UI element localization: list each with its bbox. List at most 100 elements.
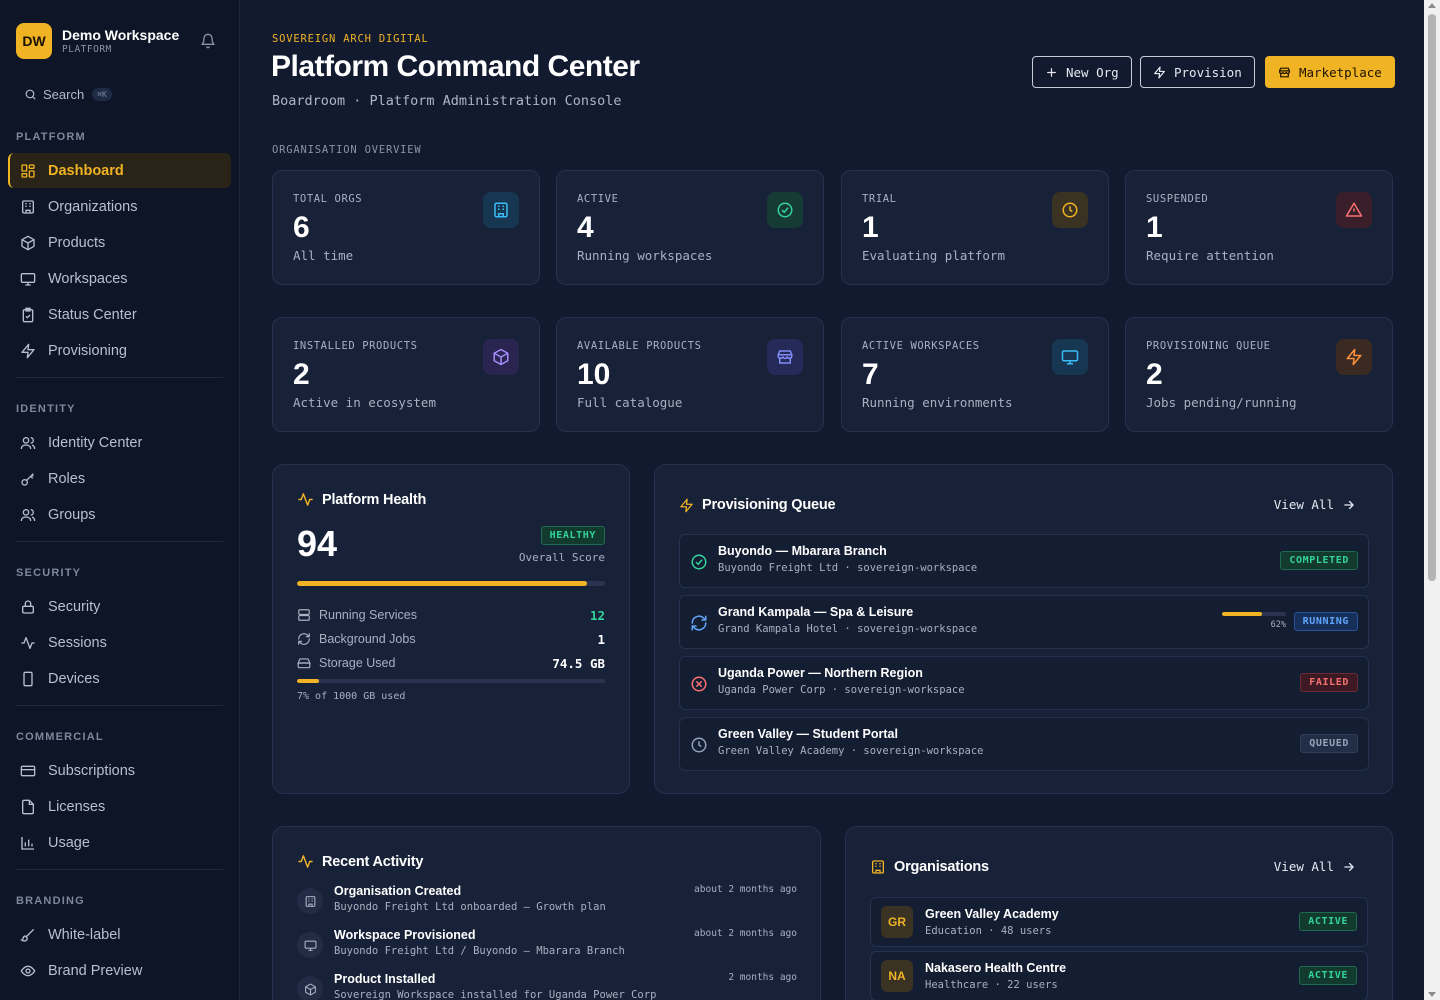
metric-value: 1	[597, 631, 605, 647]
workspace-avatar: DW	[16, 23, 52, 59]
orgs-view-all-link[interactable]: View All	[1274, 859, 1356, 874]
sidebar-divider	[16, 869, 223, 870]
storage-note: 7% of 1000 GB used	[297, 691, 406, 702]
sidebar-item-usage[interactable]: Usage	[8, 825, 231, 860]
queue-item-sub: Buyondo Freight Ltd · sovereign-workspac…	[718, 562, 978, 574]
store-icon	[1279, 67, 1290, 77]
sidebar-item-workspaces[interactable]: Workspaces	[8, 261, 231, 296]
metric-label: Background Jobs	[319, 632, 416, 646]
stat-card-suspended[interactable]: SUSPENDED 1 Require attention	[1125, 170, 1393, 285]
queue-progress-label: 62%	[1270, 620, 1286, 630]
provisioning-queue-panel: Provisioning Queue View All Buyondo — Mb…	[654, 464, 1393, 794]
activity-item[interactable]: Product Installed Sovereign Workspace in…	[297, 972, 797, 1000]
search-button[interactable]: Search ⌘K	[16, 82, 224, 106]
org-row[interactable]: NA Nakasero Health Centre Healthcare · 2…	[870, 951, 1368, 1000]
activity-title: Organisation Created	[334, 884, 462, 898]
sidebar-item-status-center[interactable]: Status Center	[8, 297, 231, 332]
bar-chart-icon	[21, 836, 34, 850]
stat-sub: All time	[293, 248, 354, 263]
org-row[interactable]: GR Green Valley Academy Education · 48 u…	[870, 897, 1368, 947]
storage-fill	[297, 679, 319, 683]
store-icon	[767, 339, 803, 375]
queue-view-all-link[interactable]: View All	[1274, 497, 1356, 512]
queue-item[interactable]: Green Valley — Student Portal Green Vall…	[679, 717, 1369, 771]
smartphone-icon	[23, 671, 33, 686]
panel-title: Recent Activity	[297, 853, 423, 870]
workspace-switcher[interactable]: DW Demo Workspace PLATFORM	[16, 23, 226, 61]
stat-card-provisioning-queue[interactable]: PROVISIONING QUEUE 2 Jobs pending/runnin…	[1125, 317, 1393, 432]
storage-bar	[297, 679, 605, 683]
sidebar-item-label: Devices	[48, 670, 100, 687]
stat-card-total-orgs[interactable]: TOTAL ORGS 6 All time	[272, 170, 540, 285]
queue-item[interactable]: Grand Kampala — Spa & Leisure Grand Kamp…	[679, 595, 1369, 649]
search-icon	[25, 89, 36, 99]
activity-sub: Buyondo Freight Ltd onboarded — Growth p…	[334, 901, 606, 913]
sidebar-item-identity-center[interactable]: Identity Center	[8, 425, 231, 460]
view-all-label: View All	[1273, 497, 1334, 512]
sidebar-item-label: Products	[48, 234, 106, 251]
sidebar-item-sessions[interactable]: Sessions	[8, 625, 231, 660]
scroll-up-arrow-icon[interactable]	[1428, 3, 1436, 8]
panel-title-text: Platform Health	[322, 491, 427, 508]
sidebar-item-organizations[interactable]: Organizations	[8, 189, 231, 224]
stat-card-available-products[interactable]: AVAILABLE PRODUCTS 10 Full catalogue	[556, 317, 824, 432]
sidebar-item-products[interactable]: Products	[8, 225, 231, 260]
new-org-label: New Org	[1066, 64, 1119, 80]
nav-section-commercial: COMMERCIAL	[16, 731, 104, 743]
sidebar-item-roles[interactable]: Roles	[8, 461, 231, 496]
marketplace-button[interactable]: Marketplace	[1265, 56, 1395, 88]
arrow-right-icon	[1344, 500, 1354, 509]
metric-storage-used: Storage Used 74.5 GB	[297, 654, 605, 672]
scroll-thumb[interactable]	[1428, 14, 1436, 581]
monitor-icon	[20, 272, 36, 286]
stat-label: PROVISIONING QUEUE	[1146, 340, 1271, 352]
activity-time: about 2 months ago	[694, 928, 797, 939]
status-badge: QUEUED	[1300, 734, 1358, 753]
page-scrollbar[interactable]	[1424, 0, 1440, 1000]
search-shortcut: ⌘K	[92, 87, 112, 101]
sidebar-item-devices[interactable]: Devices	[8, 661, 231, 696]
search-label: Search	[43, 86, 85, 102]
queue-item[interactable]: Buyondo — Mbarara Branch Buyondo Freight…	[679, 534, 1369, 588]
sidebar-item-groups[interactable]: Groups	[8, 497, 231, 532]
activity-sub: Sovereign Workspace installed for Uganda…	[334, 989, 657, 1000]
activity-time: 2 months ago	[728, 972, 797, 983]
sidebar-item-security[interactable]: Security	[8, 589, 231, 624]
stat-card-installed-products[interactable]: INSTALLED PRODUCTS 2 Active in ecosystem	[272, 317, 540, 432]
queue-item-title: Green Valley — Student Portal	[718, 727, 898, 741]
sidebar-item-subscriptions[interactable]: Subscriptions	[8, 753, 231, 788]
metric-label: Running Services	[319, 608, 417, 622]
sidebar-divider	[16, 541, 223, 542]
health-score-fill	[297, 581, 587, 586]
stat-sub: Running workspaces	[577, 248, 713, 263]
queue-item[interactable]: Uganda Power — Northern Region Uganda Po…	[679, 656, 1369, 710]
new-org-button[interactable]: New Org	[1032, 56, 1132, 88]
sidebar: DW Demo Workspace PLATFORM Search ⌘K PLA…	[0, 0, 240, 1000]
metric-value: 74.5 GB	[552, 655, 605, 671]
stat-card-active[interactable]: ACTIVE 4 Running workspaces	[556, 170, 824, 285]
stat-value: 1	[1146, 211, 1163, 244]
sidebar-item-label: Organizations	[48, 198, 138, 215]
sidebar-item-dashboard[interactable]: Dashboard	[8, 153, 231, 188]
building-icon	[872, 860, 884, 874]
stat-label: AVAILABLE PRODUCTS	[577, 340, 702, 352]
recent-activity-panel: Recent Activity Organisation Created Buy…	[272, 826, 821, 1000]
lock-icon	[22, 599, 34, 614]
provision-button[interactable]: Provision	[1140, 56, 1255, 88]
bell-icon[interactable]	[200, 33, 216, 49]
sidebar-item-white-label[interactable]: White-label	[8, 917, 231, 952]
sidebar-item-licenses[interactable]: Licenses	[8, 789, 231, 824]
stat-card-trial[interactable]: TRIAL 1 Evaluating platform	[841, 170, 1109, 285]
scroll-down-arrow-icon[interactable]	[1428, 992, 1436, 997]
zap-icon	[1336, 339, 1372, 375]
stat-card-active-workspaces[interactable]: ACTIVE WORKSPACES 7 Running environments	[841, 317, 1109, 432]
clipboard-check-icon	[22, 307, 34, 322]
queue-progress-fill	[1222, 612, 1262, 616]
sidebar-item-label: Brand Preview	[48, 962, 143, 979]
organisations-panel: Organisations View All GR Green Valley A…	[845, 826, 1393, 1000]
sidebar-item-brand-preview[interactable]: Brand Preview	[8, 953, 231, 988]
sidebar-item-provisioning[interactable]: Provisioning	[8, 333, 231, 368]
activity-item[interactable]: Workspace Provisioned Buyondo Freight Lt…	[297, 928, 797, 966]
health-score-label: Overall Score	[518, 551, 605, 564]
activity-item[interactable]: Organisation Created Buyondo Freight Ltd…	[297, 884, 797, 922]
